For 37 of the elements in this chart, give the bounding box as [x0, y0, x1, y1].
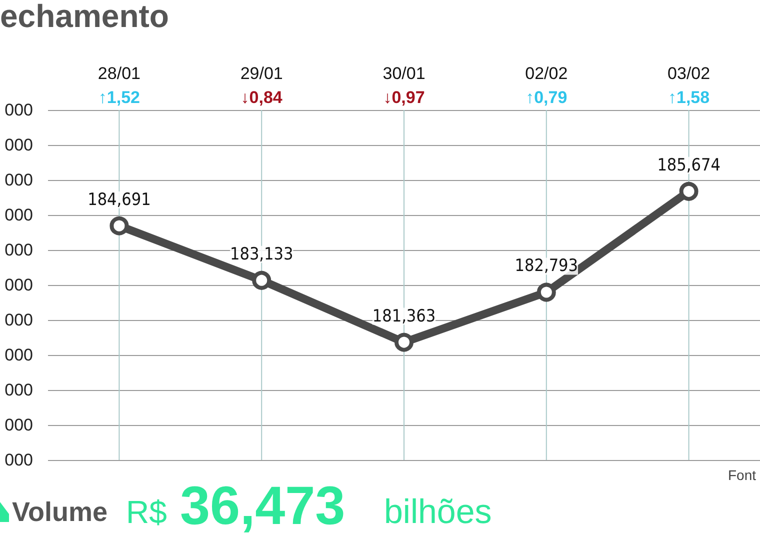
text: ↓0,97	[383, 88, 425, 107]
text: 000	[4, 170, 33, 190]
data-label: 185,674	[657, 155, 720, 176]
point	[679, 182, 698, 201]
text: 000	[4, 346, 33, 364]
point	[252, 270, 272, 290]
text: 000	[4, 310, 33, 330]
text: 000	[4, 276, 33, 294]
x-tick-label: 30/01	[382, 64, 426, 83]
data-label: 181,363	[372, 306, 436, 326]
point	[110, 216, 129, 236]
x-tick-label: 28/01	[98, 64, 140, 83]
text: 000	[4, 240, 33, 260]
text: 000	[4, 206, 33, 224]
chart-title: echamento	[0, 0, 169, 34]
point	[394, 332, 414, 352]
data-label: 184,691	[88, 190, 151, 210]
text: ↓0,84	[240, 88, 283, 107]
x-tick-label: 02/02	[525, 64, 568, 83]
x-tick-label: 03/02	[668, 64, 710, 83]
text: ↑0,79	[526, 88, 568, 107]
text: bilhões	[384, 493, 492, 531]
text: 36,473	[180, 476, 346, 536]
point	[536, 282, 556, 302]
text: Font	[728, 467, 756, 483]
data-label: 182,793	[514, 256, 578, 276]
text: 000	[4, 380, 33, 400]
text: 000	[4, 136, 33, 154]
text: 000	[4, 100, 33, 120]
x-tick-label: 29/01	[240, 64, 283, 83]
text: Volume	[12, 497, 108, 527]
text: ↑1,58	[668, 88, 710, 107]
text: ↑1,52	[98, 88, 140, 107]
text: 000	[4, 416, 33, 434]
text: R$	[126, 494, 168, 530]
data-label: 183,133	[230, 244, 294, 264]
text: 000	[4, 450, 33, 470]
